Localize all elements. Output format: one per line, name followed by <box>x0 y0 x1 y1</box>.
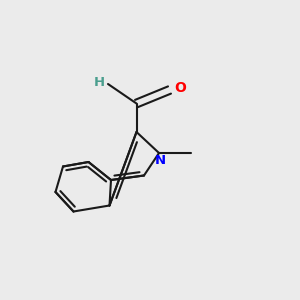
Text: O: O <box>174 82 186 95</box>
Text: N: N <box>155 154 166 167</box>
Text: H: H <box>94 76 105 89</box>
